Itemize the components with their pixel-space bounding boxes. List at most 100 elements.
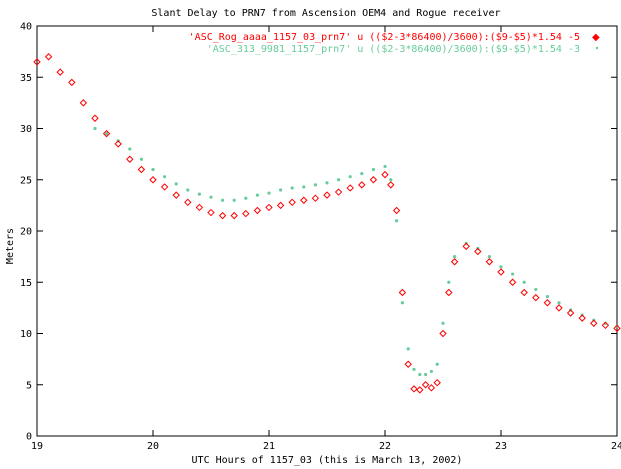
rogue-point-2 [56,68,64,76]
rogue-point-26 [334,188,343,196]
oem4-point-30 [412,367,416,371]
rogue-point-17 [230,211,238,220]
oem4-point-46 [557,301,561,305]
rogue-point-7 [114,140,122,148]
oem4-point-29 [406,347,410,351]
legend-marker-oem4 [595,46,599,50]
rogue-point-8 [126,155,134,163]
oem4-point-0 [93,126,97,131]
rogue-point-9 [137,165,146,174]
rogue-point-18 [242,209,250,218]
rogue-point-36 [416,386,424,394]
rogue-point-51 [555,304,563,312]
rogue-point-42 [450,258,459,266]
oem4-point-36 [447,280,451,284]
oem4-point-37 [453,255,457,259]
legend: 'ASC_Rog_aaaa_1157_03_prn7' u (($2-3*864… [189,32,600,55]
y-tick-label-15: 15 [20,278,32,289]
oem4-point-5 [151,167,155,172]
oem4-point-31 [418,372,422,377]
rogue-point-10 [149,176,157,184]
y-tick-label-40: 40 [20,22,32,33]
oem4-point-40 [487,255,491,259]
rogue-point-40 [439,329,447,338]
y-tick-label-10: 10 [20,329,32,340]
rogue-point-52 [566,309,575,317]
rogue-point-3 [68,78,76,87]
rogue-point-46 [497,268,505,276]
x-tick-label-24: 24 [611,441,621,452]
rogue-point-32 [392,206,401,215]
rogue-point-19 [253,206,262,215]
rogue-point-24 [311,194,320,202]
rogue-point-4 [79,99,88,107]
rogue-point-25 [323,191,331,199]
rogue-point-14 [195,203,204,212]
x-tick-label-22: 22 [379,441,391,452]
rogue-point-27 [346,184,354,192]
oem4-point-45 [545,295,550,299]
rogue-point-6 [102,129,111,138]
rogue-point-48 [520,288,528,297]
oem4-point-1 [105,132,109,136]
rogue-point-1 [44,53,53,61]
oem4-point-14 [255,193,259,197]
rogue-point-0 [33,58,41,66]
rogue-point-38 [427,384,436,392]
oem4-point-3 [128,147,132,151]
rogue-point-37 [421,381,430,389]
rogue-point-29 [369,176,378,184]
oem4-point-22 [348,175,352,179]
legend-entry-oem4: 'ASC_313_9981_1157_prn7' u (($2-3*86400)… [207,44,580,55]
rogue-point-43 [462,242,470,251]
y-tick-label-0: 0 [26,432,32,443]
rogue-point-56 [613,324,621,333]
rogue-point-11 [160,183,169,191]
oem4-point-10 [209,195,213,199]
x-tick-label-21: 21 [263,441,275,452]
rogue-point-20 [265,203,273,212]
rogue-point-44 [474,247,482,256]
oem4-point-17 [290,186,294,190]
y-tick-label-5: 5 [26,380,32,391]
oem4-point-25 [383,164,387,169]
rogue-point-45 [485,258,494,266]
oem4-point-19 [313,183,317,187]
series-rogue [33,53,621,394]
rogue-point-49 [532,293,540,302]
oem4-point-15 [267,191,271,195]
oem4-point-41 [499,265,503,269]
oem4-point-32 [424,372,428,377]
series-layer [33,53,621,394]
rogue-point-22 [288,198,296,207]
oem4-point-28 [400,301,404,305]
oem4-point-18 [302,185,306,189]
oem4-point-9 [197,192,201,196]
y-axis-ticks: 0 5 10 15 20 25 30 35 40 [20,22,617,443]
oem4-point-12 [232,198,236,202]
oem4-point-35 [441,321,445,325]
oem4-point-20 [325,181,329,185]
rogue-point-15 [207,208,215,217]
oem4-point-33 [429,369,433,374]
rogue-point-31 [387,181,395,189]
oem4-point-43 [522,280,526,284]
y-tick-label-20: 20 [20,227,32,238]
oem4-point-23 [360,172,364,176]
rogue-point-12 [172,191,180,199]
chart-title: Slant Delay to PRN7 from Ascension OEM4 … [151,8,500,19]
y-tick-label-35: 35 [20,73,32,84]
rogue-point-28 [358,181,366,189]
oem4-point-27 [395,219,399,223]
x-axis-label: UTC Hours of 1157_03 (this is March 13, … [192,455,463,466]
oem4-point-8 [186,188,190,192]
oem4-point-44 [534,287,538,292]
oem4-point-7 [174,182,178,186]
y-axis-label: Meters [5,228,16,264]
x-axis-ticks: 19 20 21 22 23 24 [31,26,621,452]
rogue-point-35 [410,385,418,393]
rogue-point-41 [445,288,453,297]
oem4-point-4 [139,157,143,161]
rogue-point-30 [381,170,389,179]
oem4-point-11 [221,198,225,202]
